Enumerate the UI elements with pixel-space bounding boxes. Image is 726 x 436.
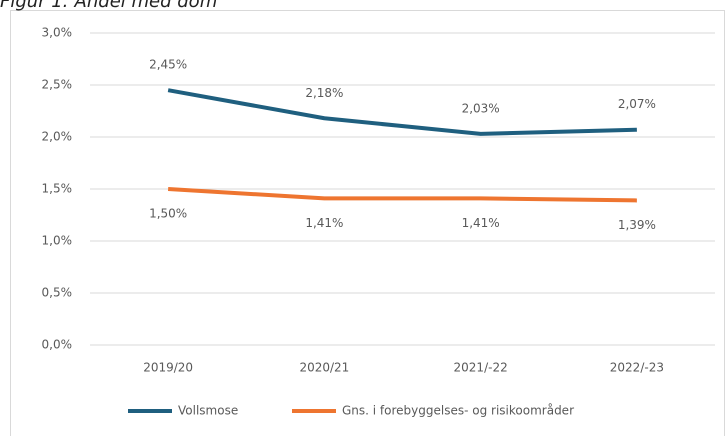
x-tick-label: 2020/21 [299,361,349,375]
data-label: 2,18% [305,86,343,100]
data-label: 1,50% [149,207,187,221]
y-tick-label: 3,0% [42,26,73,40]
y-tick-label: 1,0% [42,234,73,248]
x-tick-label: 2019/20 [143,361,193,375]
y-tick-label: 1,5% [42,182,73,196]
chart-frame [10,10,725,436]
x-tick-label: 2022/-23 [610,361,664,375]
chart-title: Figur 1: Andel med dom [0,0,217,12]
data-label: 2,07% [618,97,656,111]
legend-label: Vollsmose [178,404,238,418]
data-label: 1,41% [462,216,500,230]
y-tick-label: 2,0% [42,130,73,144]
line-series [167,88,637,136]
y-tick-label: 0,0% [42,338,73,352]
line-series [168,187,637,203]
y-tick-label: 0,5% [42,286,73,300]
x-tick-label: 2021/-22 [454,361,508,375]
data-label: 2,45% [149,58,187,72]
legend-label: Gns. i forebyggelses- og risikoområder [342,404,574,418]
data-label: 2,03% [462,101,500,115]
data-label: 1,39% [618,218,656,232]
y-tick-label: 2,5% [42,78,73,92]
data-label: 1,41% [305,216,343,230]
